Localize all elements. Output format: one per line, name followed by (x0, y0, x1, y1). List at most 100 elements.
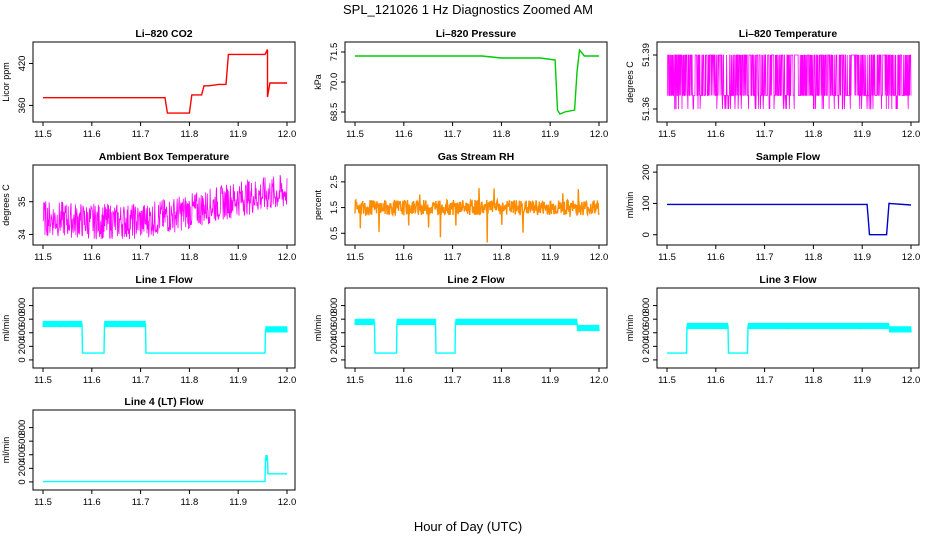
y-tick-label: 600 (17, 433, 28, 449)
data-series-line (355, 48, 599, 115)
y-tick-label: 400 (329, 325, 340, 341)
y-tick-label: 2.5 (329, 175, 340, 188)
y-tick-label: 51.39 (641, 43, 652, 67)
y-tick-label: 200 (329, 338, 340, 354)
x-tick-label: 11.6 (707, 129, 725, 140)
panel-7: Line 1 Flow ml/min 11.5 11.6 11.7 11.8 11.9 12.… (1, 274, 296, 386)
y-tick-label: 600 (329, 311, 340, 327)
y-tick-label: 800 (641, 298, 652, 314)
x-tick-label: 12.0 (590, 129, 609, 140)
x-tick-label: 11.9 (229, 497, 247, 508)
x-tick-label: 11.7 (756, 129, 774, 140)
y-tick-label: 70.0 (329, 73, 340, 92)
y-tick-label: 51.36 (641, 97, 652, 121)
x-tick-label: 11.6 (83, 497, 101, 508)
plot-frame (344, 164, 608, 246)
y-tick-label: 68.5 (329, 103, 340, 122)
x-tick-label: 11.9 (541, 129, 559, 140)
x-tick-label: 11.7 (132, 129, 150, 140)
x-tick-label: 11.8 (181, 375, 199, 386)
panel-title: Li–820 Pressure (436, 28, 517, 40)
x-tick-label: 11.5 (346, 129, 364, 140)
x-tick-label: 11.6 (83, 375, 101, 386)
x-tick-label: 11.8 (805, 129, 823, 140)
y-tick-label: 200 (641, 164, 652, 180)
x-tick-label: 11.5 (346, 375, 364, 386)
x-tick-label: 11.9 (229, 375, 247, 386)
panel-6: Sample Flow ml/min 11.5 11.6 11.7 11.8 11.9 12.… (625, 151, 920, 263)
y-axis-label: ml/min (313, 315, 323, 342)
x-tick-label: 11.8 (181, 497, 199, 508)
y-tick-label: 800 (17, 298, 28, 314)
plot-frame (656, 287, 920, 369)
y-tick-label: 0 (641, 232, 652, 237)
panel-8: Line 2 Flow ml/min 11.5 11.6 11.7 11.8 11.9 12.… (313, 274, 608, 386)
x-tick-label: 12.0 (902, 129, 921, 140)
x-tick-label: 11.9 (229, 129, 247, 140)
y-tick-label: 400 (17, 447, 28, 463)
x-tick-label: 11.9 (853, 252, 871, 263)
x-tick-label: 12.0 (278, 129, 297, 140)
x-tick-label: 11.7 (444, 129, 462, 140)
figure-x-axis-label: Hour of Day (UTC) (414, 519, 522, 534)
x-tick-label: 11.6 (83, 252, 101, 263)
y-axis-label: kPa (313, 74, 323, 90)
panel-title: Sample Flow (756, 151, 821, 163)
data-series-line (666, 54, 912, 110)
y-axis-label: ml/min (625, 315, 635, 342)
y-tick-label: 200 (17, 338, 28, 354)
panel-9: Line 3 Flow ml/min 11.5 11.6 11.7 11.8 11.9 12.… (625, 274, 920, 386)
x-tick-label: 11.9 (853, 129, 871, 140)
panel-5: Gas Stream RH percent 11.5 11.6 11.7 11.8 11.9… (313, 151, 608, 263)
x-tick-label: 11.5 (34, 252, 52, 263)
x-tick-label: 11.5 (34, 497, 52, 508)
x-tick-label: 12.0 (278, 497, 297, 508)
x-tick-label: 11.6 (83, 129, 101, 140)
data-series-line (43, 49, 287, 114)
x-tick-label: 12.0 (590, 252, 609, 263)
x-tick-label: 11.8 (805, 252, 823, 263)
y-axis-label: Licor ppm (1, 62, 11, 102)
data-series-line (354, 188, 600, 243)
x-tick-label: 11.8 (493, 375, 511, 386)
plot-frame (32, 164, 296, 246)
x-tick-label: 11.5 (346, 252, 364, 263)
x-tick-label: 11.6 (395, 129, 413, 140)
x-tick-label: 11.7 (444, 375, 462, 386)
plot-frame (344, 41, 608, 123)
x-tick-label: 12.0 (590, 375, 609, 386)
plot-frame (656, 41, 920, 123)
y-tick-label: 1.5 (329, 201, 340, 214)
panels: Li–820 CO2 Licor ppm 11.5 11.6 11.7 11.8 11.9 1… (1, 28, 920, 508)
panel-2: Li–820 Pressure kPa 11.5 11.6 11.7 11.8 11.9 12… (313, 28, 608, 140)
panel-title: Ambient Box Temperature (99, 151, 230, 163)
y-tick-label: 35 (17, 196, 28, 207)
x-tick-label: 11.9 (541, 375, 559, 386)
x-tick-label: 11.5 (658, 129, 676, 140)
y-axis-label: ml/min (625, 192, 635, 219)
panel-title: Line 2 Flow (447, 274, 505, 286)
x-tick-label: 11.9 (853, 375, 871, 386)
y-tick-label: 200 (641, 338, 652, 354)
x-tick-label: 11.6 (707, 375, 725, 386)
x-tick-label: 11.5 (34, 375, 52, 386)
x-tick-label: 11.9 (229, 252, 247, 263)
x-tick-label: 11.8 (493, 129, 511, 140)
data-series-line (42, 320, 288, 354)
y-tick-label: 200 (17, 460, 28, 476)
y-tick-label: 400 (17, 325, 28, 341)
panel-10: Line 4 (LT) Flow ml/min 11.5 11.6 11.7 11.8 11… (1, 396, 296, 508)
y-tick-label: 600 (17, 311, 28, 327)
x-tick-label: 11.9 (541, 252, 559, 263)
x-tick-label: 11.6 (395, 375, 413, 386)
x-tick-label: 11.5 (658, 375, 676, 386)
figure-title: SPL_121026 1 Hz Diagnostics Zoomed AM (343, 2, 593, 17)
panel-title: Li–820 CO2 (135, 28, 192, 40)
plot-frame (32, 41, 296, 123)
x-tick-label: 12.0 (278, 375, 297, 386)
y-axis-label: ml/min (1, 437, 11, 464)
x-tick-label: 11.7 (132, 375, 150, 386)
data-series-line (43, 455, 287, 483)
x-tick-label: 11.7 (756, 252, 774, 263)
y-tick-label: 34 (17, 229, 28, 240)
